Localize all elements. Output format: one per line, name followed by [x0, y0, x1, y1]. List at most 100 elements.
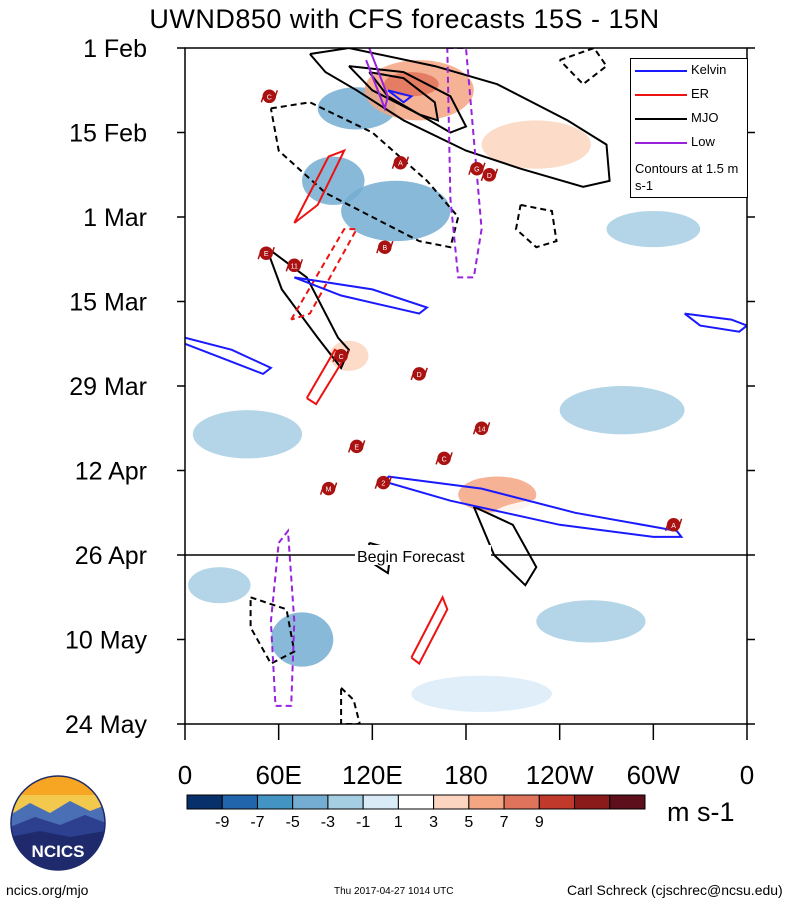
- x-tick-label: 60E: [256, 760, 302, 790]
- storm-marker: 11: [285, 258, 304, 273]
- storm-marker-swirl: [391, 155, 410, 170]
- legend-swatch-mjo: [635, 118, 687, 120]
- y-tick-label: 24 May: [65, 711, 147, 739]
- wind-anomaly-patch: [489, 497, 646, 540]
- legend-item-kelvin: Kelvin: [635, 62, 745, 80]
- colorbar-tick-label: -1: [356, 814, 370, 831]
- colorbar-tick-label: -9: [215, 814, 229, 831]
- storm-marker-label: M: [326, 487, 332, 494]
- storm-marker: B: [376, 240, 394, 254]
- storm-marker-label: C: [267, 94, 272, 101]
- ncics-logo: NCICS: [10, 775, 106, 871]
- kelvin-contour: [386, 475, 684, 538]
- legend-contour-note: Contours at 1.5 m s-1: [635, 161, 739, 193]
- storm-marker-label: C: [339, 354, 344, 361]
- y-tick-label: 10 May: [65, 627, 147, 655]
- storm-marker-swirl: [374, 475, 393, 490]
- legend-swatch-er: [635, 94, 687, 96]
- x-tick-label: 120W: [526, 760, 594, 790]
- storm-marker-label: E: [264, 251, 269, 258]
- x-tick-label: 0: [740, 760, 754, 790]
- y-tick-label: 29 Mar: [69, 373, 147, 401]
- storm-marker: C: [332, 349, 350, 363]
- storm-marker-swirl: [435, 451, 453, 466]
- colorbar-tick-label: -5: [286, 814, 300, 831]
- storm-marker-disc: [668, 519, 680, 531]
- storm-marker-disc: [379, 241, 391, 253]
- x-tick-label: 180: [444, 760, 487, 790]
- storm-marker-swirl: [260, 89, 279, 104]
- colorbar-swatch: [397, 794, 435, 810]
- wind-anomaly-patch: [192, 410, 303, 459]
- legend-item-mjo: MJO: [635, 110, 745, 128]
- storm-marker-swirl: [480, 168, 499, 182]
- colorbar-tick-label: -7: [250, 814, 264, 831]
- er-contour: [293, 148, 347, 224]
- colorbar-tick-label: -3: [321, 814, 335, 831]
- footer-author: Carl Schreck (cjschrec@ncsu.edu): [567, 882, 783, 898]
- contour-layer: [185, 48, 747, 724]
- legend-swatch-low: [635, 142, 687, 144]
- storm-marker-swirl: [410, 367, 428, 381]
- legend-label-low: Low: [691, 134, 715, 149]
- y-tick-label: 12 Apr: [75, 458, 147, 486]
- legend-label-mjo: MJO: [691, 110, 719, 125]
- colorbar-swatch: [574, 794, 611, 810]
- wind-anomaly-patch: [302, 298, 349, 341]
- storm-marker-label: C: [442, 456, 447, 463]
- storm-marker-disc: [335, 350, 347, 362]
- colorbar-swatch: [468, 794, 505, 810]
- y-axis: 1 Feb 15 Feb 1 Mar 15 Mar 29 Mar 12 Apr 26 Apr…: [65, 35, 755, 739]
- wind-anomaly-patch: [341, 180, 451, 242]
- storm-marker-label: A: [671, 523, 676, 530]
- colorbar-swatch: [292, 794, 329, 810]
- storm-marker-disc: [288, 259, 300, 271]
- storm-marker-label: D: [487, 173, 492, 180]
- storm-marker: G: [468, 161, 486, 176]
- storm-marker-swirl: [468, 161, 486, 176]
- storm-marker-disc: [476, 422, 488, 434]
- storm-marker: C: [260, 89, 279, 104]
- storm-marker-swirl: [664, 518, 683, 532]
- forecast-label: Begin Forecast: [357, 549, 465, 566]
- wind-anomaly-patch: [188, 567, 251, 604]
- colorbar-swatch: [186, 794, 223, 810]
- forecast-label-background: [355, 545, 491, 565]
- y-tick-label: 26 Apr: [75, 542, 147, 570]
- kelvin-contour: [683, 312, 747, 333]
- wind-anomaly-patch: [302, 156, 365, 205]
- logo-text: NCICS: [32, 842, 85, 861]
- wind-anomaly-patch: [657, 322, 744, 353]
- low-contour: [269, 528, 296, 707]
- wind-anomaly-patch: [399, 591, 470, 652]
- low-contour: [446, 48, 483, 279]
- storm-marker-swirl: [347, 439, 366, 454]
- storm-marker-disc: [260, 247, 272, 259]
- storm-marker: 14: [472, 421, 491, 436]
- mjo-contour: [340, 687, 361, 724]
- wind-anomaly-patch: [329, 340, 369, 371]
- storm-marker-label: B: [382, 245, 387, 252]
- colorbar-tick-label: 7: [500, 814, 509, 831]
- wind-anomaly-patch: [411, 675, 552, 712]
- storm-marker-label: D: [417, 372, 422, 379]
- storm-marker: 2: [374, 475, 393, 490]
- x-tick-label: 0: [178, 760, 192, 790]
- y-tick-label: 15 Mar: [69, 289, 147, 317]
- colorbar-tick-label: 9: [535, 814, 544, 831]
- y-tick-label: 1 Feb: [83, 35, 147, 63]
- storm-marker-swirl: [285, 258, 304, 273]
- footer-url[interactable]: ncics.org/mjo: [6, 882, 89, 898]
- mjo-contour: [269, 101, 460, 249]
- storm-marker-label: 14: [478, 426, 486, 433]
- storm-marker: E: [257, 246, 275, 260]
- y-tick-label: 15 Feb: [69, 120, 147, 148]
- wind-anomaly-patch: [606, 210, 701, 248]
- low-contour: [365, 48, 389, 112]
- chart-title: UWND850 with CFS forecasts 15S - 15N: [149, 4, 660, 34]
- kelvin-contour: [387, 89, 414, 104]
- colorbar-tick-label: 5: [464, 814, 473, 831]
- storm-marker-disc: [263, 90, 275, 102]
- storm-marker-label: 2: [381, 481, 385, 488]
- storm-marker-disc: [483, 169, 495, 181]
